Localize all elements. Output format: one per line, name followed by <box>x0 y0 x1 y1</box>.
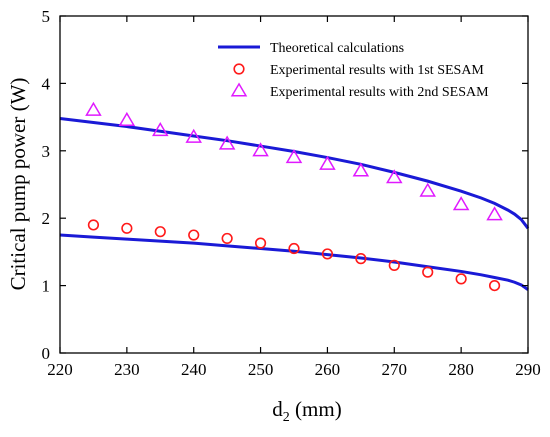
series-layer <box>59 101 530 292</box>
data-point-triangle <box>152 122 169 137</box>
x-tick-label: 290 <box>515 360 541 379</box>
y-tick-label: 4 <box>42 74 51 93</box>
y-tick-label: 5 <box>42 7 51 26</box>
data-point-circle <box>422 266 434 278</box>
y-tick-label: 2 <box>42 209 51 228</box>
axes: 220 230 240 250 260 270 280 290 0 1 2 3 4 5 <box>42 7 541 379</box>
y-tick-label: 3 <box>42 142 51 161</box>
data-point-triangle <box>386 169 403 184</box>
data-point-circle <box>188 229 200 241</box>
legend-label: Experimental results with 2nd SESAM <box>270 85 489 100</box>
data-point-circle <box>121 222 133 234</box>
data-point-circle <box>154 226 166 238</box>
legend-triangle-marker <box>230 82 248 97</box>
legend-label: Experimental results with 1st SESAM <box>270 63 484 78</box>
data-point-triangle <box>185 128 202 143</box>
x-axis-title: d2 (mm) <box>272 397 341 425</box>
y-tick-label: 1 <box>42 277 51 296</box>
legend: Theoretical calculations Experimental res… <box>218 41 489 100</box>
data-point-circle <box>455 273 467 285</box>
series-3 <box>85 101 503 221</box>
x-tick-label: 250 <box>248 360 274 379</box>
data-point-circle <box>221 232 233 245</box>
y-tick-label: 0 <box>42 344 51 363</box>
series-2 <box>87 219 501 292</box>
legend-label: Theoretical calculations <box>270 41 404 56</box>
x-tick-label: 260 <box>315 360 341 379</box>
x-tick-label: 220 <box>47 360 73 379</box>
x-tick-label: 280 <box>448 360 474 379</box>
data-point-circle <box>288 242 300 255</box>
data-point-triangle <box>319 155 336 170</box>
legend-item-3: Experimental results with 2nd SESAM <box>230 82 489 100</box>
legend-item-2: Experimental results with 1st SESAM <box>233 63 484 78</box>
data-point-triangle <box>218 135 236 150</box>
x-tick-label: 270 <box>382 360 408 379</box>
data-point-triangle <box>486 206 503 221</box>
legend-circle-marker <box>233 63 245 75</box>
data-point-triangle <box>252 142 269 157</box>
data-point-circle <box>87 219 100 231</box>
data-point-circle <box>488 280 501 292</box>
theory-curve-2 <box>59 233 529 291</box>
data-point-triangle <box>285 148 303 164</box>
data-point-triangle <box>352 162 370 177</box>
data-point-circle <box>388 259 400 271</box>
y-axis-title: Critical pump power (W) <box>6 78 30 291</box>
data-point-circle <box>254 237 267 249</box>
data-point-triangle <box>118 111 136 127</box>
x-tick-label: 230 <box>114 360 140 379</box>
data-point-circle <box>355 253 367 265</box>
x-tick-label: 240 <box>181 360 207 379</box>
data-point-triangle <box>419 182 436 197</box>
data-point-triangle <box>85 101 102 116</box>
data-point-circle <box>321 248 334 260</box>
plot-frame <box>59 15 529 354</box>
theory-curve-1 <box>59 116 530 230</box>
data-point-triangle <box>452 196 470 211</box>
legend-item-1: Theoretical calculations <box>218 41 404 56</box>
